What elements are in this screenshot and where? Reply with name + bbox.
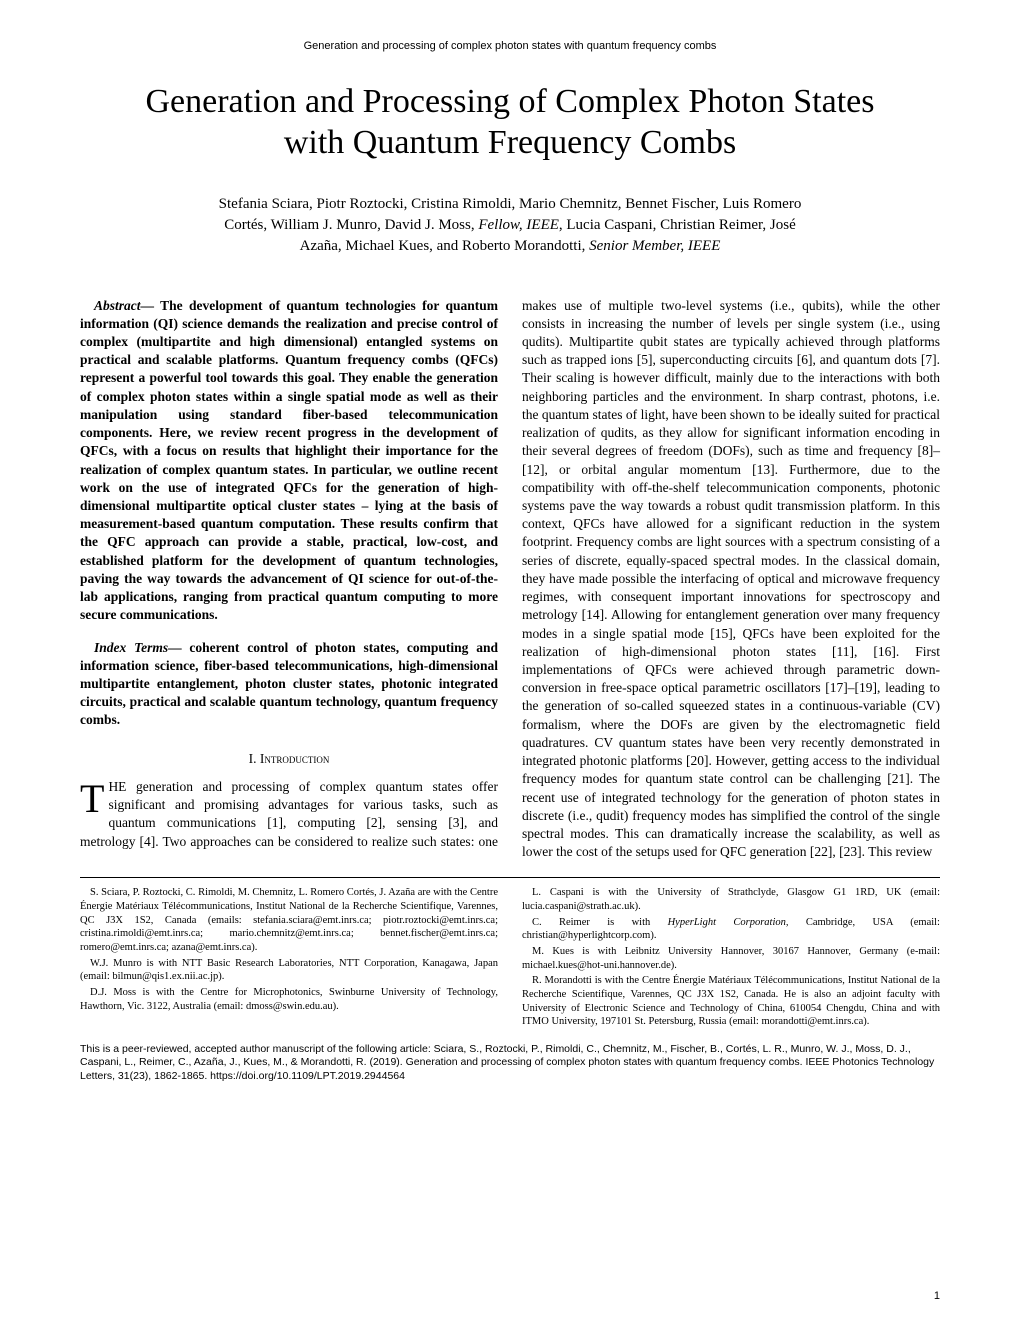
- body-columns: Abstract— The development of quantum tec…: [80, 297, 940, 862]
- authors-line-2b: , Lucia Caspani, Christian Reimer, José: [559, 217, 796, 233]
- index-terms-label: Index Terms: [94, 640, 168, 655]
- affiliation-2: W.J. Munro is with NTT Basic Research La…: [80, 957, 498, 984]
- affiliations-block: S. Sciara, P. Roztocki, C. Rimoldi, M. C…: [80, 877, 940, 1028]
- author-block: Stefania Sciara, Piotr Roztocki, Cristin…: [120, 194, 900, 257]
- affiliation-3: D.J. Moss is with the Centre for Microph…: [80, 986, 498, 1013]
- footer-citation: This is a peer-reviewed, accepted author…: [80, 1043, 940, 1084]
- affiliation-1: S. Sciara, P. Roztocki, C. Rimoldi, M. C…: [80, 886, 498, 954]
- paper-title: Generation and Processing of Complex Pho…: [120, 82, 900, 164]
- affiliation-4: L. Caspani is with the University of Str…: [522, 886, 940, 913]
- dropcap: T: [80, 778, 108, 816]
- authors-line-2a: Cortés, William J. Munro, David J. Moss,: [224, 217, 478, 233]
- authors-line-1: Stefania Sciara, Piotr Roztocki, Cristin…: [219, 196, 802, 212]
- fellow-label: Fellow, IEEE: [478, 217, 559, 233]
- affiliation-6: M. Kues is with Leibnitz University Hann…: [522, 945, 940, 972]
- section-1-heading: I. Introduction: [80, 750, 498, 768]
- page-number: 1: [934, 1290, 940, 1302]
- running-header: Generation and processing of complex pho…: [80, 40, 940, 52]
- affiliation-5: C. Reimer is with HyperLight Corporation…: [522, 916, 940, 943]
- abstract-text: — The development of quantum technologie…: [80, 298, 498, 623]
- senior-member-label: Senior Member, IEEE: [589, 238, 720, 254]
- abstract: Abstract— The development of quantum tec…: [80, 297, 498, 625]
- authors-line-3a: Azaña, Michael Kues, and Roberto Morando…: [300, 238, 590, 254]
- abstract-label: Abstract: [94, 298, 141, 313]
- index-terms: Index Terms— coherent control of photon …: [80, 639, 498, 730]
- affiliation-7: R. Morandotti is with the Centre Énergie…: [522, 974, 940, 1029]
